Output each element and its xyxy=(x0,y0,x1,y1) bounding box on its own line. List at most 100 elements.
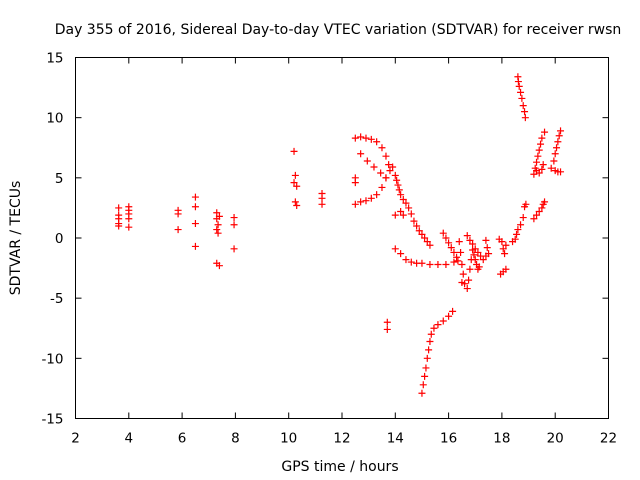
data-point xyxy=(174,210,182,218)
data-point xyxy=(533,211,541,219)
data-point xyxy=(405,204,413,212)
data-point xyxy=(499,245,507,253)
data-point xyxy=(397,250,405,258)
data-point xyxy=(397,191,405,199)
data-point xyxy=(395,186,403,194)
data-point xyxy=(445,312,453,320)
data-point xyxy=(373,191,381,199)
y-tick-label: 10 xyxy=(46,111,63,127)
y-tick-label: -10 xyxy=(41,351,63,367)
data-point xyxy=(382,152,390,160)
x-tick-label: 8 xyxy=(231,431,240,447)
data-point xyxy=(538,134,546,142)
data-point xyxy=(174,226,182,234)
data-point xyxy=(214,221,222,229)
data-point xyxy=(434,260,442,268)
data-point xyxy=(466,265,474,273)
data-point xyxy=(553,144,561,152)
data-point xyxy=(125,223,133,231)
data-point xyxy=(391,211,399,219)
data-point xyxy=(547,164,555,172)
data-point xyxy=(521,108,529,116)
data-point xyxy=(125,215,133,223)
data-point xyxy=(502,265,510,273)
data-point xyxy=(541,128,549,136)
data-point xyxy=(521,114,529,122)
data-point xyxy=(482,236,490,244)
data-point xyxy=(426,241,434,249)
data-point xyxy=(450,258,458,266)
y-tick-label: 15 xyxy=(46,51,63,67)
data-point xyxy=(449,307,457,315)
y-tick-label: 0 xyxy=(55,231,64,247)
data-point xyxy=(479,256,487,264)
data-point xyxy=(391,245,399,253)
data-point xyxy=(213,226,221,234)
data-point xyxy=(557,127,565,135)
data-point xyxy=(519,214,527,222)
data-point xyxy=(501,250,509,258)
data-point xyxy=(430,324,438,332)
data-point xyxy=(442,260,450,268)
data-point xyxy=(470,251,478,259)
data-point xyxy=(373,138,381,146)
data-point xyxy=(357,133,365,141)
data-point xyxy=(442,234,450,242)
data-point xyxy=(362,134,370,142)
data-point xyxy=(318,200,326,208)
data-point xyxy=(461,280,469,288)
data-point xyxy=(357,150,365,158)
data-point xyxy=(498,238,506,246)
data-point xyxy=(423,238,431,246)
data-point xyxy=(383,325,391,333)
plot-frame xyxy=(75,57,609,419)
data-point xyxy=(215,262,223,270)
data-point xyxy=(418,230,426,238)
x-axis-label: GPS time / hours xyxy=(281,459,398,475)
data-point xyxy=(215,212,223,220)
data-point xyxy=(291,171,299,179)
chart-title: Day 355 of 2016, Sidereal Day-to-day VTE… xyxy=(55,22,622,38)
data-point xyxy=(389,163,397,171)
data-point xyxy=(191,203,199,211)
data-point xyxy=(463,232,471,240)
data-point xyxy=(459,270,467,278)
data-point xyxy=(533,158,541,166)
data-point xyxy=(399,211,407,219)
data-point xyxy=(415,227,423,235)
data-point xyxy=(115,222,123,230)
data-point xyxy=(554,138,562,146)
data-point xyxy=(535,169,543,177)
data-point xyxy=(427,330,435,338)
data-point xyxy=(370,163,378,171)
data-point xyxy=(115,204,123,212)
data-point xyxy=(466,236,474,244)
data-point xyxy=(454,257,462,265)
data-point xyxy=(522,200,530,208)
data-point xyxy=(423,354,431,362)
data-point xyxy=(230,214,238,222)
data-point xyxy=(530,215,538,223)
data-point xyxy=(191,193,199,201)
data-point xyxy=(418,389,426,397)
data-point xyxy=(530,170,538,178)
data-point xyxy=(450,248,458,256)
data-point xyxy=(483,244,491,252)
data-point xyxy=(363,157,371,165)
data-point xyxy=(410,217,418,225)
y-tick-label: -15 xyxy=(41,412,63,428)
data-point xyxy=(426,337,434,345)
data-point xyxy=(422,364,430,372)
data-point xyxy=(455,238,463,246)
data-point xyxy=(397,208,405,216)
data-point xyxy=(378,183,386,191)
data-point xyxy=(367,135,375,143)
data-series xyxy=(115,73,565,397)
data-point xyxy=(475,263,483,271)
data-point xyxy=(351,134,359,142)
data-point xyxy=(421,372,429,380)
data-point xyxy=(385,161,393,169)
data-point xyxy=(290,147,298,155)
data-point xyxy=(351,179,359,187)
data-point xyxy=(439,317,447,325)
